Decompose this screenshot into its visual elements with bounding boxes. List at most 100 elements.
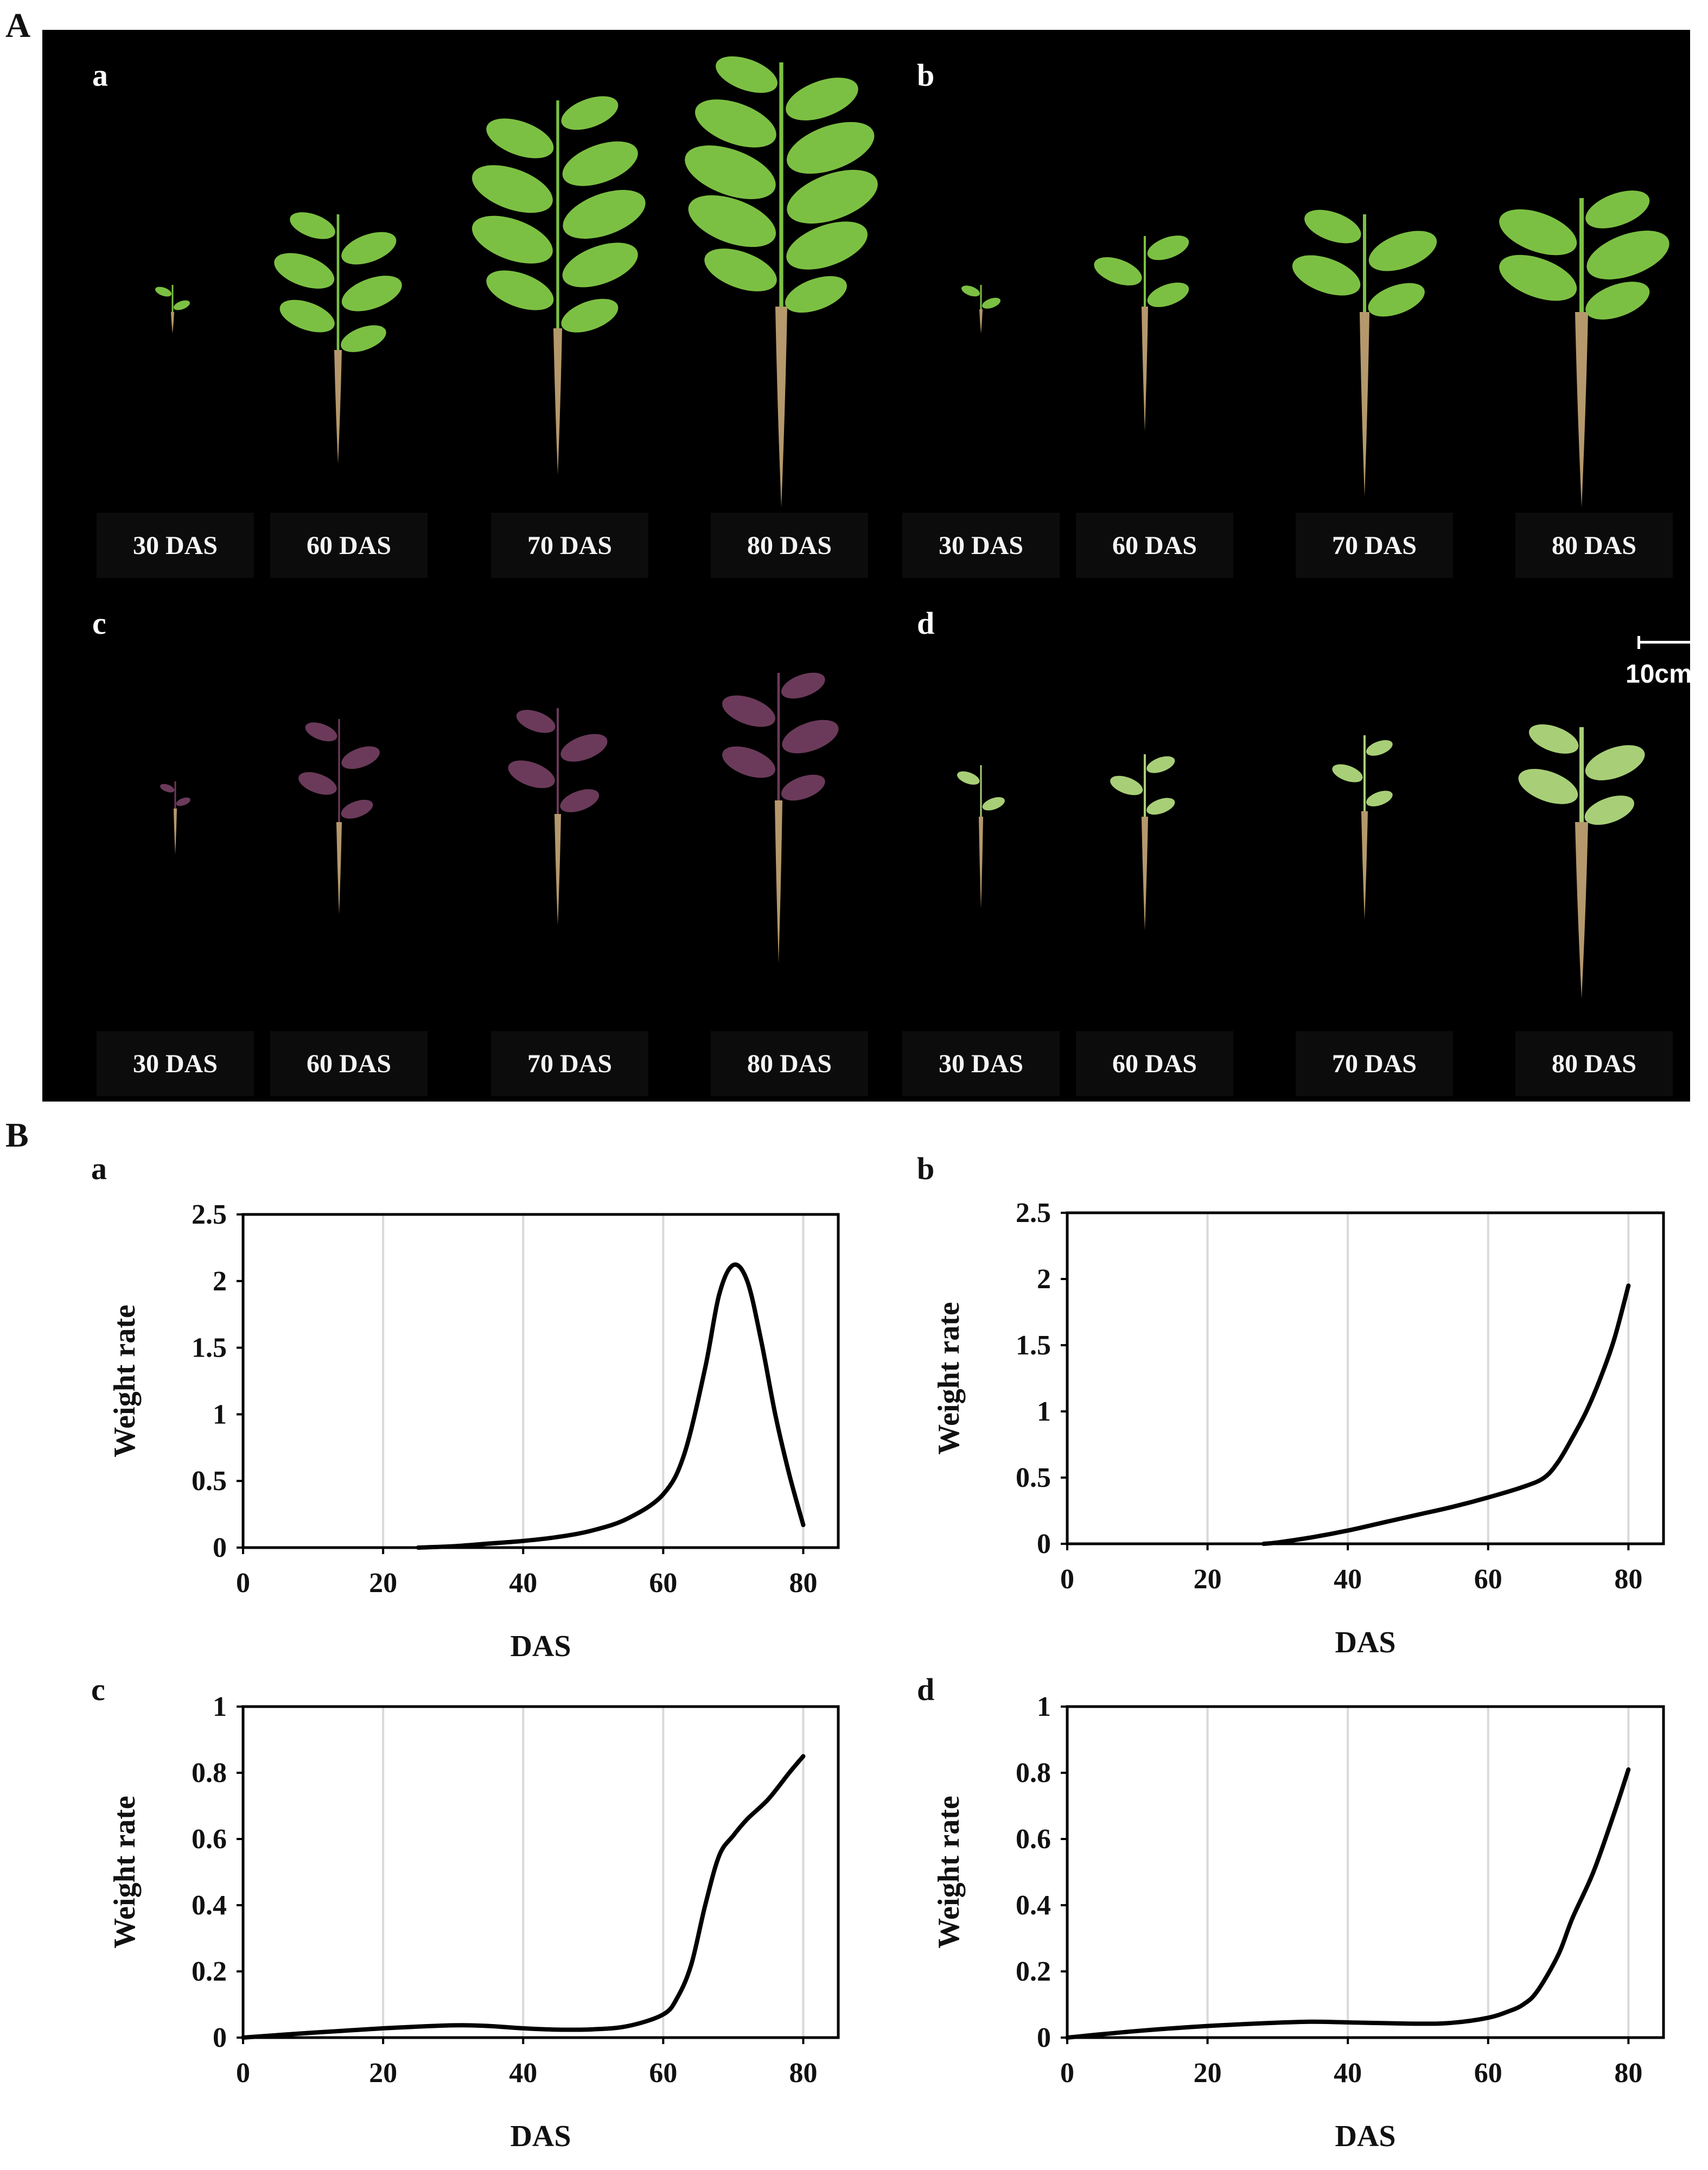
y-tick-label: 1	[1037, 1691, 1051, 1722]
y-tick-label: 2.5	[1016, 1198, 1051, 1229]
panel-a-section-label: A	[5, 6, 31, 44]
y-tick-label: 0	[1037, 1529, 1051, 1560]
x-tick-label: 40	[509, 1568, 537, 1599]
plant-illustration	[274, 212, 402, 464]
plant-illustration	[685, 56, 878, 507]
series-line	[1065, 1767, 1631, 2040]
das-label: 30 DAS	[902, 1031, 1060, 1096]
photo-label-b: b	[917, 58, 935, 93]
y-axis-label: Weight rate	[108, 1304, 142, 1457]
y-tick-label: 0.2	[192, 1956, 227, 1987]
y-tick-label: 0.8	[1016, 1758, 1051, 1789]
x-tick-label: 80	[789, 1568, 817, 1599]
das-label: 70 DAS	[491, 1031, 648, 1096]
panel-b-section-label: B	[5, 1116, 29, 1154]
plant-illustration	[508, 708, 608, 925]
series-line	[241, 1754, 806, 2040]
plant-photographs	[155, 56, 1669, 998]
x-tick-label: 60	[1474, 2058, 1502, 2089]
das-label: 30 DAS	[97, 513, 254, 578]
plot-frame	[1066, 1211, 1665, 1545]
y-tick-label: 2.5	[192, 1199, 227, 1230]
y-tick-label: 1	[213, 1399, 227, 1430]
x-tick-label: 40	[1334, 2058, 1362, 2089]
photo-label-d: d	[917, 606, 935, 641]
y-tick-label: 2	[213, 1266, 227, 1297]
scale-bar-label: 10cm	[1626, 660, 1692, 689]
plot-frame	[1066, 1705, 1665, 2039]
y-tick-label: 0.2	[1016, 1956, 1051, 1987]
x-tick-label: 20	[1194, 1564, 1222, 1595]
plant-illustration	[298, 719, 380, 914]
das-label: 80 DAS	[1515, 1031, 1673, 1096]
chart-label-c: c	[91, 1672, 105, 1707]
x-tick-label: 60	[1474, 1564, 1502, 1595]
y-tick-label: 2	[1037, 1264, 1051, 1295]
y-tick-label: 0.6	[192, 1824, 227, 1855]
plant-illustration	[471, 96, 646, 475]
plant-illustration	[1499, 190, 1669, 507]
y-tick-label: 0.5	[1016, 1462, 1051, 1493]
x-tick-label: 20	[369, 2058, 397, 2089]
chart-label-d: d	[917, 1672, 935, 1707]
y-tick-label: 0	[1037, 2022, 1051, 2053]
x-tick-label: 60	[649, 2058, 677, 2089]
y-tick-label: 1.5	[1016, 1330, 1051, 1361]
plant-illustration	[160, 781, 190, 855]
x-tick-label: 80	[789, 2058, 817, 2089]
x-tick-label: 0	[236, 2058, 250, 2089]
x-tick-label: 0	[1060, 2058, 1074, 2089]
chart-label-b: b	[917, 1151, 935, 1186]
plant-illustration	[155, 285, 190, 334]
x-tick-label: 20	[1194, 2058, 1222, 2089]
y-tick-label: 0.5	[192, 1466, 227, 1497]
das-label: 30 DAS	[97, 1031, 254, 1096]
das-label: 80 DAS	[711, 513, 868, 578]
y-tick-label: 1	[213, 1691, 227, 1722]
x-tick-label: 0	[236, 1568, 250, 1599]
plot-frame	[241, 1213, 840, 1549]
das-label: 70 DAS	[1296, 1031, 1453, 1096]
x-axis-label: DAS	[510, 1630, 571, 1663]
y-tick-label: 0.8	[192, 1758, 227, 1789]
das-label: 60 DAS	[1076, 513, 1233, 578]
y-tick-label: 0	[213, 2022, 227, 2053]
das-label: 70 DAS	[491, 513, 648, 578]
plant-illustration	[1292, 209, 1437, 497]
plant-illustration	[961, 285, 1000, 334]
y-axis-label: Weight rate	[108, 1796, 142, 1948]
y-tick-label: 0.4	[1016, 1890, 1051, 1921]
y-tick-label: 0.6	[1016, 1824, 1051, 1855]
das-label: 30 DAS	[902, 513, 1060, 578]
y-tick-label: 0.4	[192, 1890, 227, 1921]
x-axis-label: DAS	[1335, 2120, 1395, 2153]
x-tick-label: 40	[1334, 1564, 1362, 1595]
x-tick-label: 80	[1614, 1564, 1642, 1595]
plant-illustration	[1110, 754, 1175, 931]
x-tick-label: 80	[1614, 2058, 1642, 2089]
series-line	[1261, 1283, 1631, 1546]
x-tick-label: 60	[649, 1568, 677, 1599]
das-label: 60 DAS	[270, 513, 428, 578]
plant-photo-panel: a b c d 30 DAS 60 DAS 70 DAS 80 DAS 30 D…	[42, 30, 1696, 1102]
das-label: 60 DAS	[1076, 1031, 1233, 1096]
plot-frame	[241, 1705, 840, 2039]
plant-illustration	[1332, 735, 1393, 920]
das-label: 70 DAS	[1296, 513, 1453, 578]
das-label: 60 DAS	[270, 1031, 428, 1096]
x-tick-label: 20	[369, 1568, 397, 1599]
x-tick-label: 0	[1060, 1564, 1074, 1595]
das-label: 80 DAS	[711, 1031, 868, 1096]
y-tick-label: 1	[1037, 1396, 1051, 1427]
series-line	[416, 1262, 806, 1550]
das-label: 80 DAS	[1515, 513, 1673, 578]
chart-label-a: a	[91, 1151, 107, 1186]
plant-illustration	[722, 672, 839, 963]
x-axis-label: DAS	[1335, 1626, 1395, 1659]
plant-illustration	[1518, 724, 1645, 998]
x-axis-label: DAS	[510, 2120, 571, 2153]
photo-label-a: a	[92, 58, 108, 93]
x-tick-label: 40	[509, 2058, 537, 2089]
y-axis-label: Weight rate	[932, 1302, 966, 1454]
plant-illustration	[1094, 236, 1189, 431]
